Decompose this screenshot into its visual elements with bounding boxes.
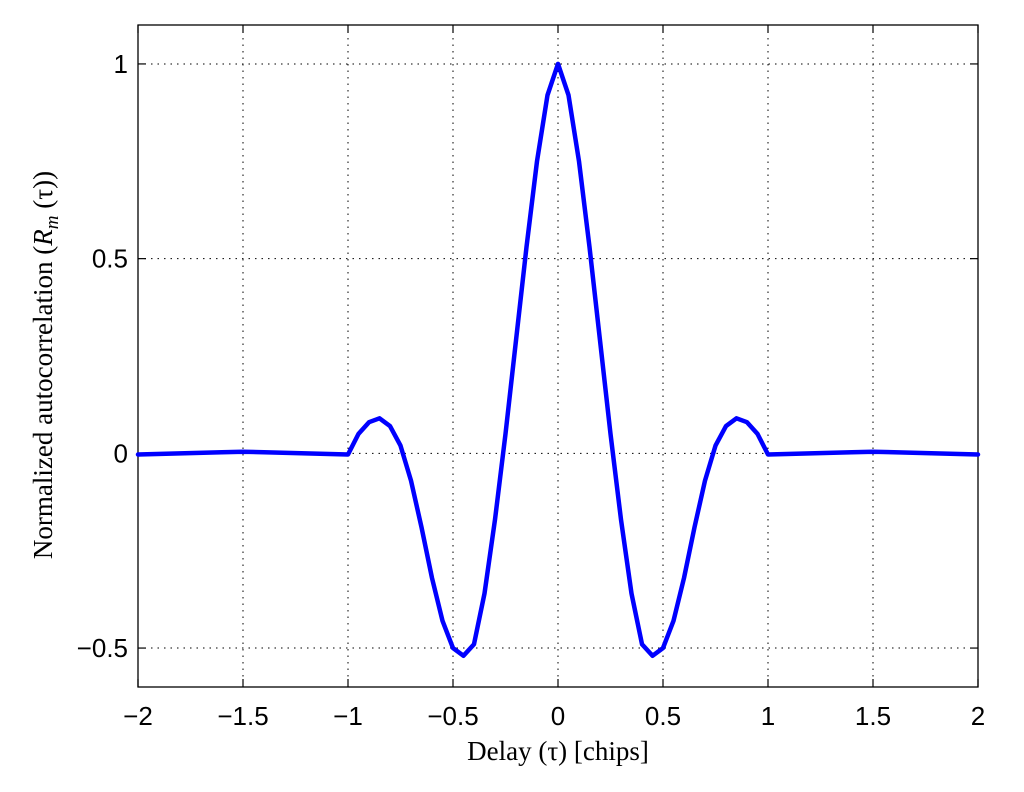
x-tick-label: 1.5 (855, 701, 891, 731)
x-tick-label: −1 (333, 701, 363, 731)
y-axis-label-tail: (τ)) (28, 171, 58, 216)
x-tick-label: −0.5 (427, 701, 478, 731)
y-axis-label-r: R (28, 229, 58, 247)
y-tick-label: 0 (114, 438, 128, 468)
y-axis-label-sub: m (42, 215, 63, 229)
y-tick-label: −0.5 (77, 633, 128, 663)
x-tick-label: −1.5 (217, 701, 268, 731)
y-tick-label: 0.5 (92, 244, 128, 274)
x-tick-label: 0 (551, 701, 565, 731)
x-axis-label: Delay (τ) [chips] (467, 736, 649, 766)
y-axis-label: Normalized autocorrelation (Rm (τ)) (28, 171, 63, 559)
x-tick-label: 1 (761, 701, 775, 731)
x-tick-label: −2 (123, 701, 153, 731)
y-axis-label-main: Normalized autocorrelation ( (28, 246, 58, 559)
x-tick-label: 2 (971, 701, 985, 731)
plot-area (137, 24, 979, 688)
series-line (135, 61, 981, 659)
x-tick-label: 0.5 (645, 701, 681, 731)
y-tick-labels: −0.5 0 0.5 1 (77, 49, 128, 663)
y-tick-label: 1 (114, 49, 128, 79)
x-tick-labels: −2 −1.5 −1 −0.5 0 0.5 1 1.5 2 (123, 701, 985, 731)
